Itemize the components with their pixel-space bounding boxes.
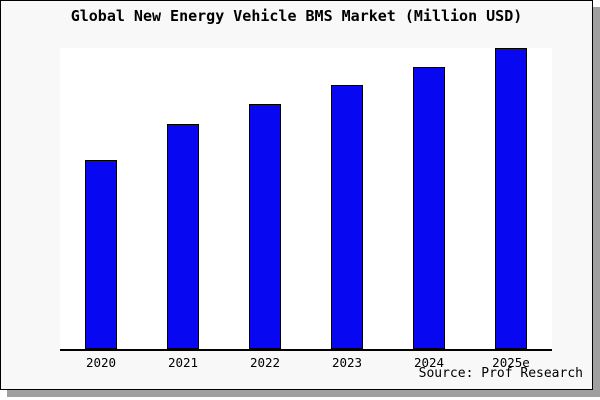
chart-card: Global New Energy Vehicle BMS Market (Mi… (0, 0, 593, 390)
bar-2024 (413, 66, 445, 349)
x-tick-label-2022: 2022 (249, 355, 281, 370)
source-credit: Source: Prof Research (418, 366, 583, 381)
bar-slot-2023 (306, 48, 388, 349)
x-tick-label-2024: 2024 (413, 355, 445, 370)
bar-slot-2024 (388, 48, 470, 349)
x-tick-label-2023: 2023 (331, 355, 363, 370)
x-tick-label-2020: 2020 (85, 355, 117, 370)
bar-slot-2021 (142, 48, 224, 349)
plot-area (60, 48, 552, 351)
bar-2020 (85, 159, 117, 349)
bar-slot-2020 (60, 48, 142, 349)
bar-2021 (167, 123, 199, 349)
bar-2025e (495, 48, 527, 349)
bar-series (60, 48, 552, 349)
bar-slot-2022 (224, 48, 306, 349)
chart-title: Global New Energy Vehicle BMS Market (Mi… (70, 7, 523, 25)
bar-2022 (249, 104, 281, 349)
x-tick-label-2025e: 2025e (492, 355, 530, 370)
x-tick-label-2021: 2021 (167, 355, 199, 370)
bar-slot-2025e (470, 48, 552, 349)
bar-2023 (331, 85, 363, 349)
x-axis-labels: 2020 2021 2022 2023 2024 2025e (60, 355, 552, 370)
